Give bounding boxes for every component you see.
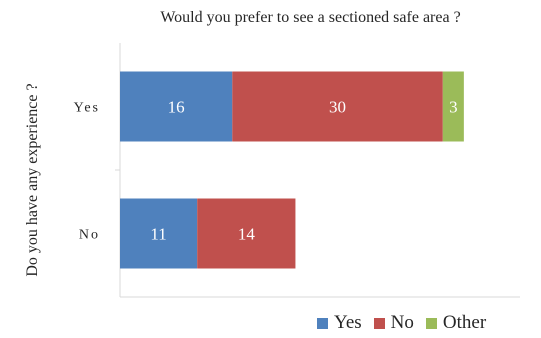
bar-no-yes [120, 198, 198, 269]
legend: Yes No Other [317, 312, 498, 334]
chart-title: Would you prefer to see a sectioned safe… [160, 9, 461, 26]
bar-yes-yes [120, 71, 233, 142]
legend-swatch-no [373, 317, 385, 329]
legend-swatch-other [425, 317, 437, 329]
legend-label-other: Other [442, 312, 487, 333]
legend-label-no: No [390, 312, 414, 333]
data-label-yes-other: 3 [449, 98, 458, 117]
legend-item-other: Other [425, 312, 487, 334]
data-label-yes-yes: 16 [168, 98, 185, 117]
legend-swatch-yes [317, 317, 328, 329]
legend-item-no: No [373, 312, 414, 334]
legend-label-yes: Yes [334, 312, 362, 333]
category-label-no: No [79, 228, 100, 243]
category-label-yes: Yes [74, 101, 100, 116]
data-label-yes-no: 30 [329, 98, 346, 117]
bar-yes-other [442, 71, 464, 142]
data-label-no-yes: 11 [150, 225, 166, 244]
legend-item-yes: Yes [317, 312, 362, 334]
bar-no-no [197, 198, 296, 269]
data-label-no-no: 14 [238, 225, 256, 244]
bar-yes-no [232, 71, 443, 142]
